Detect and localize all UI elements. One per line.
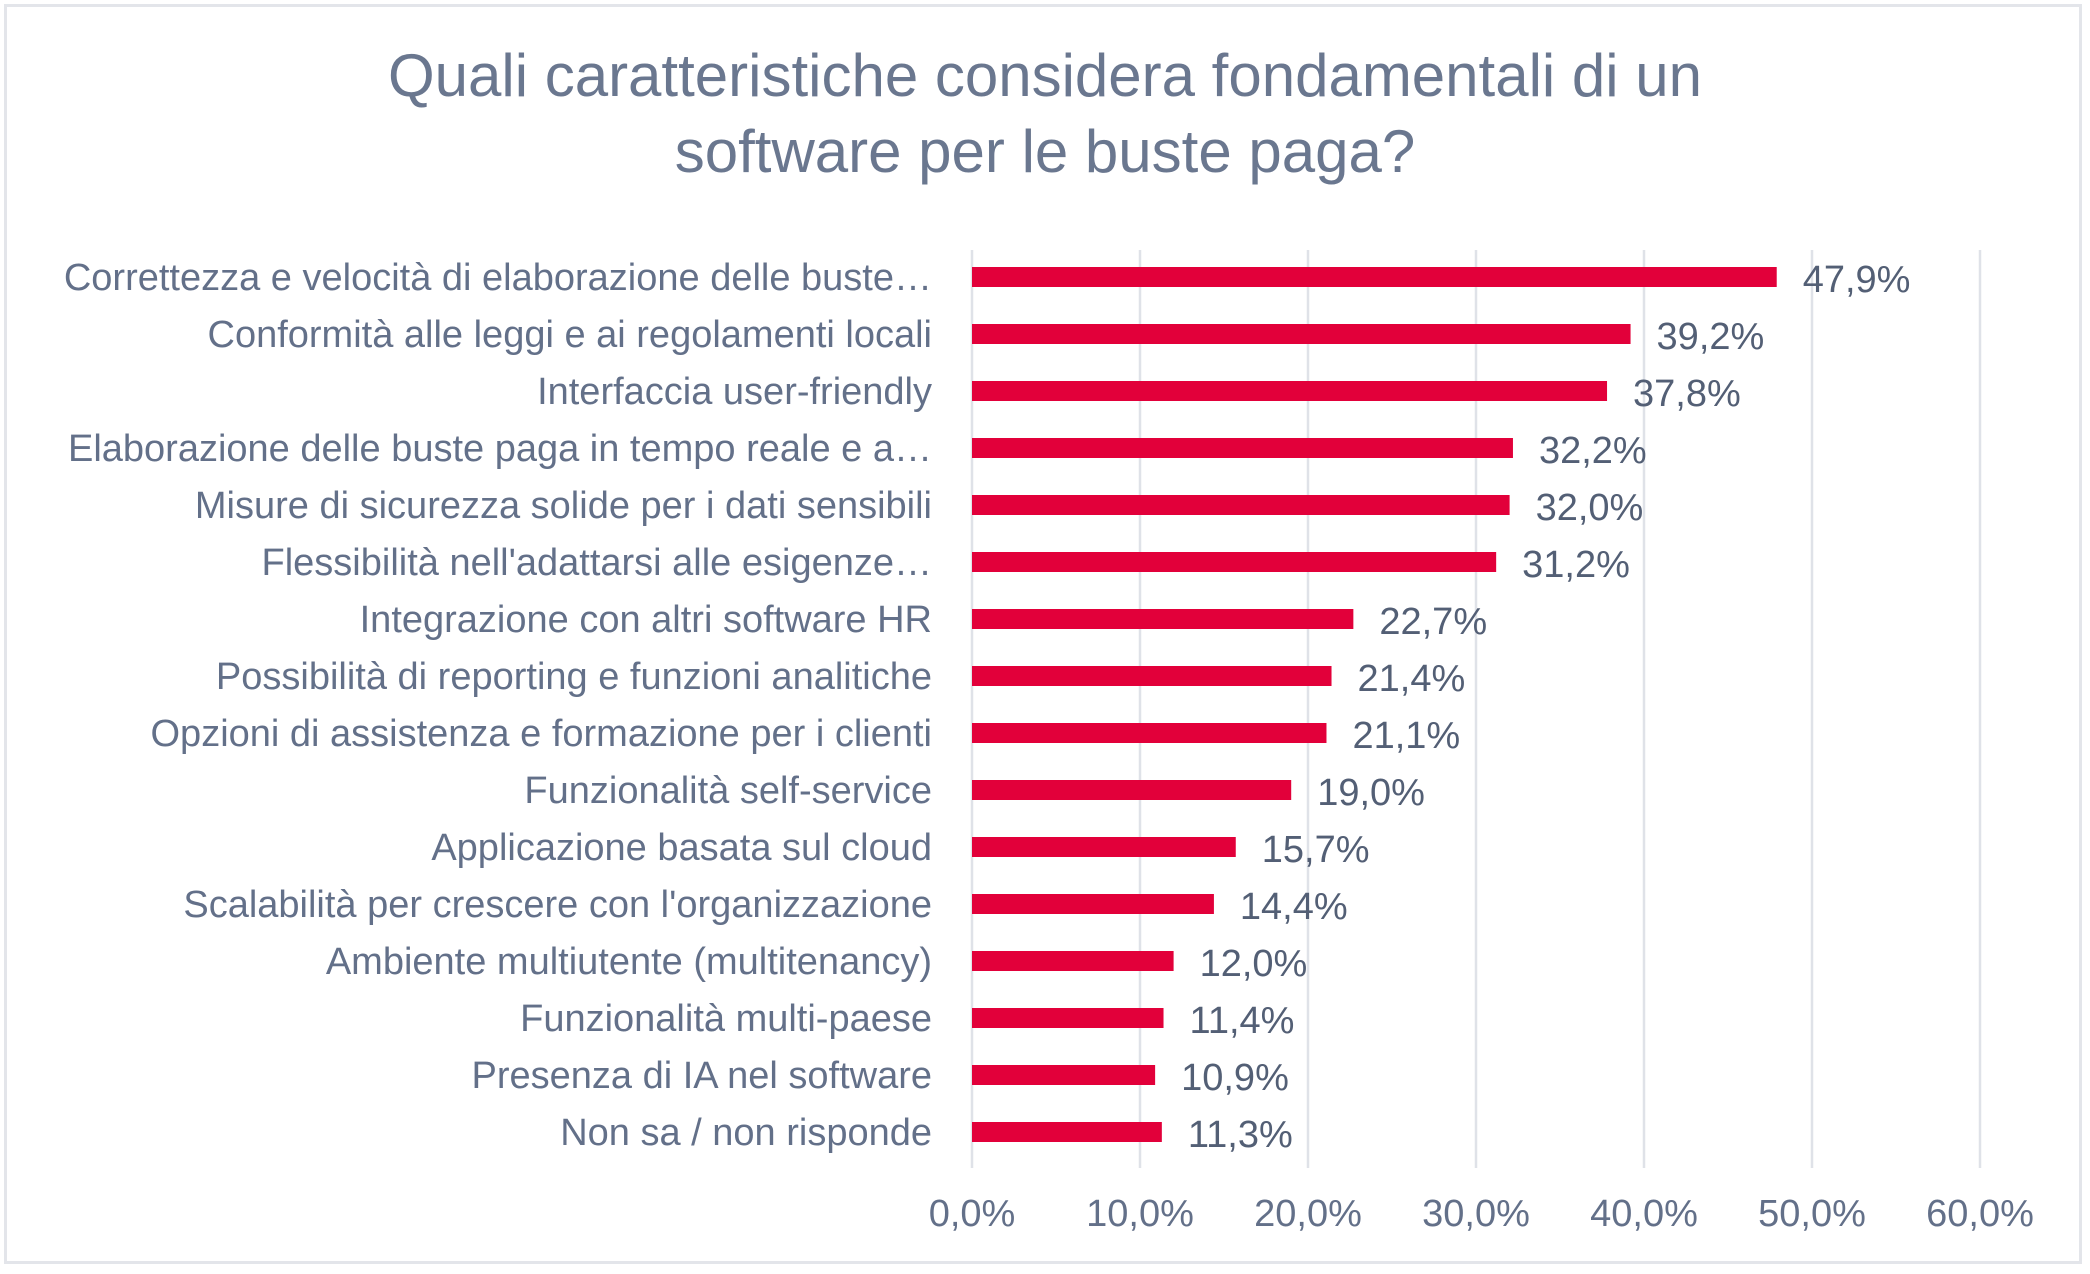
data-label: 31,2% xyxy=(1522,544,1630,586)
data-label: 12,0% xyxy=(1200,943,1308,985)
data-label: 37,8% xyxy=(1633,373,1741,415)
bars xyxy=(972,267,1777,1142)
category-labels: Correttezza e velocità di elaborazione d… xyxy=(64,257,932,1154)
data-label: 11,4% xyxy=(1190,1000,1295,1042)
bar xyxy=(972,495,1510,515)
data-label: 19,0% xyxy=(1317,772,1425,814)
category-label: Non sa / non risponde xyxy=(560,1112,932,1154)
category-label: Elaborazione delle buste paga in tempo r… xyxy=(68,428,932,470)
category-label: Ambiente multiutente (multitenancy) xyxy=(326,941,932,983)
x-tick-label: 10,0% xyxy=(1086,1193,1194,1235)
chart-title-line-2: software per le buste paga? xyxy=(674,118,1416,185)
bar xyxy=(972,894,1214,914)
data-label: 21,1% xyxy=(1352,715,1460,757)
data-label: 21,4% xyxy=(1358,658,1466,700)
data-label: 22,7% xyxy=(1379,601,1487,643)
chart-title: Quali caratteristiche considera fondamen… xyxy=(0,38,2090,190)
bar xyxy=(972,1065,1156,1085)
category-label: Conformità alle leggi e ai regolamenti l… xyxy=(208,314,933,356)
data-label: 14,4% xyxy=(1240,886,1348,928)
x-tick-label: 20,0% xyxy=(1254,1193,1362,1235)
chart-frame xyxy=(4,4,2082,1264)
data-label: 10,9% xyxy=(1181,1057,1289,1099)
x-tick-label: 60,0% xyxy=(1926,1193,2034,1235)
category-label: Applicazione basata sul cloud xyxy=(431,827,932,869)
category-label: Interfaccia user-friendly xyxy=(537,371,932,413)
bar xyxy=(972,438,1513,458)
category-label: Integrazione con altri software HR xyxy=(360,599,932,641)
bar xyxy=(972,381,1608,401)
x-axis-tick-labels: 0,0% 10,0% 20,0% 30,0% 40,0% 50,0% 60,0% xyxy=(929,1193,2034,1235)
bar xyxy=(972,951,1174,971)
chart-title-line-1: Quali caratteristiche considera fondamen… xyxy=(387,42,1703,109)
bar xyxy=(972,324,1631,344)
bar xyxy=(972,267,1777,287)
bar xyxy=(972,780,1292,800)
category-label: Misure di sicurezza solide per i dati se… xyxy=(195,485,932,527)
category-label: Presenza di IA nel software xyxy=(472,1055,932,1097)
bar xyxy=(972,723,1327,743)
data-label: 32,2% xyxy=(1539,430,1647,472)
data-label: 15,7% xyxy=(1262,829,1370,871)
data-label: 11,3% xyxy=(1188,1114,1293,1156)
x-tick-label: 30,0% xyxy=(1422,1193,1530,1235)
bar xyxy=(972,1122,1162,1142)
bar xyxy=(972,552,1497,572)
category-label: Funzionalità multi-paese xyxy=(520,998,932,1040)
category-label: Possibilità di reporting e funzioni anal… xyxy=(216,656,932,698)
bar xyxy=(972,609,1354,629)
bar xyxy=(972,666,1332,686)
bar xyxy=(972,837,1236,857)
x-tick-label: 40,0% xyxy=(1590,1193,1698,1235)
data-label: 32,0% xyxy=(1536,487,1644,529)
category-label: Flessibilità nell'adattarsi alle esigenz… xyxy=(262,542,932,584)
x-tick-label: 50,0% xyxy=(1758,1193,1866,1235)
data-label: 39,2% xyxy=(1657,316,1765,358)
x-tick-label: 0,0% xyxy=(929,1193,1016,1235)
category-label: Funzionalità self-service xyxy=(524,770,932,812)
data-label: 47,9% xyxy=(1803,259,1911,301)
bar xyxy=(972,1008,1164,1028)
category-label: Opzioni di assistenza e formazione per i… xyxy=(151,713,933,755)
value-labels: 47,9% 39,2% 37,8% 32,2% 32,0% 31,2% 22,7% 21,4%… xyxy=(1181,259,1910,1156)
category-label: Scalabilità per crescere con l'organizza… xyxy=(183,884,932,926)
category-label: Correttezza e velocità di elaborazione d… xyxy=(64,257,932,299)
